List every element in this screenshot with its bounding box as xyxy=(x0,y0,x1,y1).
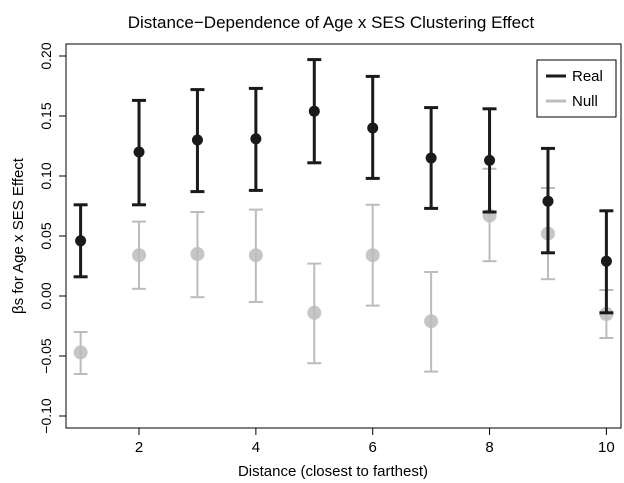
y-tick-label: 0.05 xyxy=(38,222,54,249)
data-point xyxy=(191,134,203,146)
x-tick-label: 6 xyxy=(369,439,377,456)
y-tick-label: −0.05 xyxy=(38,338,54,374)
data-point xyxy=(250,133,262,145)
data-point xyxy=(425,152,437,164)
data-point xyxy=(133,146,145,158)
y-tick-label: 0.00 xyxy=(38,282,54,309)
data-point xyxy=(365,248,380,263)
x-tick-label: 8 xyxy=(485,439,493,456)
data-point xyxy=(424,314,439,329)
y-tick-label: 0.10 xyxy=(38,162,54,189)
y-tick-label: 0.20 xyxy=(38,42,54,69)
data-point xyxy=(73,345,88,360)
series-layer xyxy=(73,58,614,375)
y-axis: −0.10 −0.05 0.00 0.05 0.10 0.15 0.20 xyxy=(38,42,66,434)
data-point xyxy=(367,122,379,134)
y-tick-label: 0.15 xyxy=(38,102,54,129)
x-tick-label: 2 xyxy=(135,439,143,456)
series-real xyxy=(73,58,614,315)
series-null xyxy=(73,167,614,375)
chart-title: Distance−Dependence of Age x SES Cluster… xyxy=(128,13,535,32)
y-tick-label: −0.10 xyxy=(38,398,54,434)
y-axis-label: βs for Age x SES Effect xyxy=(10,157,27,314)
data-point xyxy=(484,154,496,166)
x-tick-label: 10 xyxy=(598,439,615,456)
data-point xyxy=(75,235,87,247)
data-point xyxy=(132,248,147,263)
legend-label-real: Real xyxy=(572,68,603,85)
x-axis-label: Distance (closest to farthest) xyxy=(238,463,428,480)
legend: Real Null xyxy=(536,59,617,118)
data-point xyxy=(308,105,320,117)
data-point xyxy=(190,247,205,261)
x-axis: 2 4 6 8 10 xyxy=(135,428,615,456)
data-point xyxy=(600,255,612,267)
data-point xyxy=(307,305,322,320)
legend-label-null: Null xyxy=(572,93,598,110)
legend-box xyxy=(536,59,617,118)
data-point xyxy=(542,195,554,207)
x-tick-label: 4 xyxy=(252,439,260,456)
data-point xyxy=(248,248,263,263)
